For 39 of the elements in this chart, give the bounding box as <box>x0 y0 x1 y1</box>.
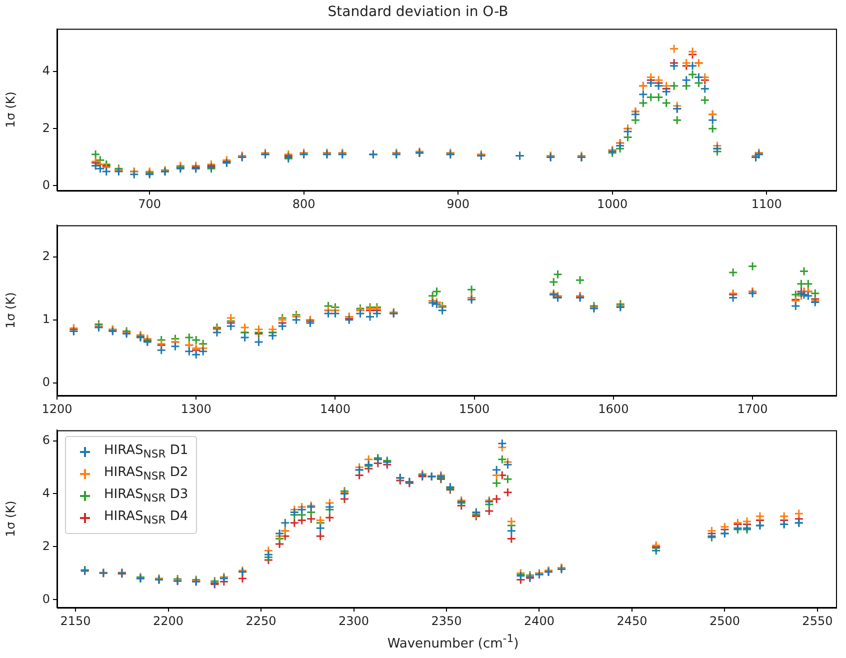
y-tick-label: 2 <box>42 538 50 553</box>
y-axis-title: 1σ (K) <box>3 292 18 329</box>
y-tick-label: 4 <box>42 486 50 500</box>
x-tick-label: 1300 <box>180 402 212 416</box>
x-tick-label: 1400 <box>320 402 350 416</box>
x-tick-label: 1000 <box>597 196 628 211</box>
chart-title: Standard deviation in O-B <box>328 4 508 20</box>
legend-label: HIRAS$_{NSR}$ D4 <box>104 509 188 527</box>
y-tick-label: 4 <box>42 64 50 78</box>
legend-label: HIRAS$_{NSR}$ D3 <box>104 487 188 505</box>
legend-label: HIRAS$_{NSR}$ D2 <box>104 465 188 483</box>
y-axis-title: 1σ (K) <box>3 500 18 538</box>
y-tick-label: 0 <box>42 178 50 192</box>
x-tick-label: 800 <box>292 196 316 211</box>
x-tick-label: 2250 <box>246 614 276 628</box>
x-tick-label: 2450 <box>616 614 648 628</box>
y-axis-title: 1σ (K) <box>3 92 18 128</box>
y-tick-label: 0 <box>42 592 50 606</box>
x-tick-label: 1600 <box>598 402 629 416</box>
y-tick-label: 2 <box>42 120 50 135</box>
y-tick-label: 6 <box>42 432 50 447</box>
x-tick-label: 2350 <box>431 614 462 628</box>
y-tick-label: 1 <box>42 312 50 326</box>
x-tick-label: 1200 <box>42 402 72 416</box>
y-tick-label: 0 <box>42 375 50 390</box>
x-tick-label: 2200 <box>153 614 184 628</box>
x-tick-label: 1700 <box>737 402 768 416</box>
x-tick-label: 2150 <box>60 614 91 628</box>
y-tick-label: 2 <box>42 248 50 263</box>
x-tick-label: 1500 <box>459 402 490 416</box>
x-tick-label: 1100 <box>751 196 782 211</box>
x-tick-label: 2400 <box>524 614 555 628</box>
x-axis-title: Wavenumber (cm$^{-1}$) <box>386 632 520 652</box>
x-tick-label: 2300 <box>338 614 370 628</box>
legend-label: HIRAS$_{NSR}$ D1 <box>104 443 188 461</box>
x-tick-label: 2550 <box>802 614 833 628</box>
x-tick-label: 900 <box>446 196 470 211</box>
x-tick-label: 2500 <box>709 614 740 628</box>
x-tick-label: 700 <box>138 196 162 211</box>
